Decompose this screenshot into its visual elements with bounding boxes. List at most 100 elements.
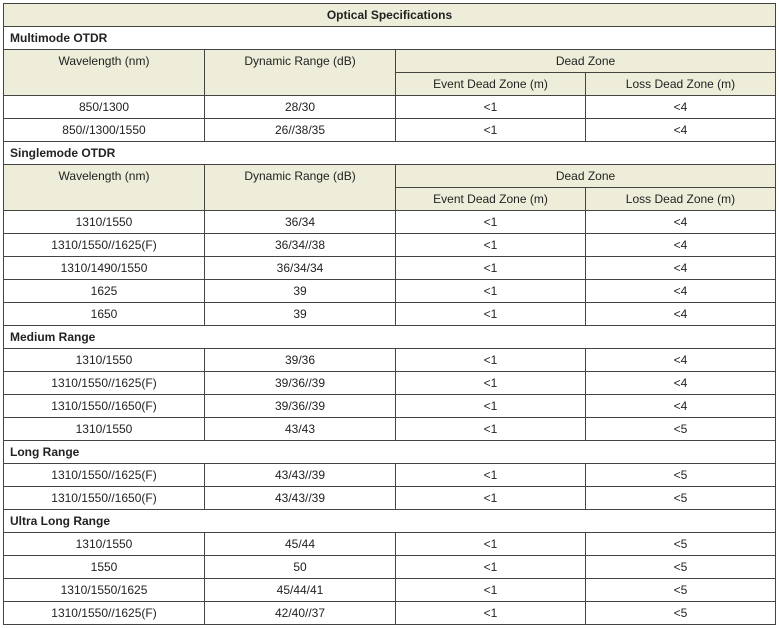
data-cell: <1 — [395, 417, 586, 441]
data-row: 1310/1550 39/36 <1 <4 — [3, 348, 776, 372]
data-cell: 850/1300 — [3, 95, 205, 119]
data-row: 1310/1550//1625(F) 39/36//39 <1 <4 — [3, 371, 776, 395]
data-cell: 1310/1490/1550 — [3, 256, 205, 280]
data-cell: <5 — [585, 463, 776, 487]
data-row: 1310/1550//1650(F) 43/43//39 <1 <5 — [3, 486, 776, 510]
data-cell: <1 — [395, 256, 586, 280]
data-cell: 1310/1550 — [3, 532, 205, 556]
header-cell: Loss Dead Zone (m) — [585, 187, 776, 211]
data-row: 1650 39 <1 <4 — [3, 302, 776, 326]
data-cell: 1310/1550//1625(F) — [3, 601, 205, 625]
data-cell: 45/44 — [204, 532, 396, 556]
data-cell: <4 — [585, 348, 776, 372]
header-cell: Dynamic Range (dB) — [204, 49, 396, 96]
data-cell: <5 — [585, 417, 776, 441]
data-cell: <1 — [395, 118, 586, 142]
data-row: 1310/1550 43/43 <1 <5 — [3, 417, 776, 441]
data-cell: <5 — [585, 486, 776, 510]
data-row: 1310/1550 45/44 <1 <5 — [3, 532, 776, 556]
data-cell: <1 — [395, 578, 586, 602]
data-cell: 39 — [204, 279, 396, 303]
data-cell: 43/43 — [204, 417, 396, 441]
data-row: 1310/1550//1625(F) 42/40//37 <1 <5 — [3, 601, 776, 625]
data-cell: 39/36//39 — [204, 394, 396, 418]
data-cell: <1 — [395, 486, 586, 510]
data-cell: 39 — [204, 302, 396, 326]
section-title: Singlemode OTDR — [3, 141, 776, 165]
data-row: 850//1300/1550 26//38/35 <1 <4 — [3, 118, 776, 142]
data-cell: <1 — [395, 302, 586, 326]
data-cell: <1 — [395, 532, 586, 556]
data-row: 1310/1550//1650(F) 39/36//39 <1 <4 — [3, 394, 776, 418]
data-row: 1310/1550//1625(F) 36/34//38 <1 <4 — [3, 233, 776, 257]
data-cell: 1625 — [3, 279, 205, 303]
section-row: Ultra Long Range — [3, 509, 776, 533]
data-cell: <4 — [585, 210, 776, 234]
data-cell: 1550 — [3, 555, 205, 579]
data-cell: <4 — [585, 302, 776, 326]
data-cell: 1310/1550//1650(F) — [3, 394, 205, 418]
data-cell: <1 — [395, 601, 586, 625]
header-cell: Dead Zone — [395, 49, 776, 73]
data-cell: 1310/1550 — [3, 210, 205, 234]
header-cell: Event Dead Zone (m) — [395, 72, 586, 96]
data-cell: 1310/1550//1625(F) — [3, 233, 205, 257]
data-cell: <1 — [395, 95, 586, 119]
header-cell: Event Dead Zone (m) — [395, 187, 586, 211]
section-row: Singlemode OTDR — [3, 141, 776, 165]
data-cell: 39/36 — [204, 348, 396, 372]
data-row: 1310/1550 36/34 <1 <4 — [3, 210, 776, 234]
table-body: Optical Specifications Multimode OTDR Wav… — [3, 3, 776, 625]
header-cell: Dead Zone — [395, 164, 776, 188]
section-title: Medium Range — [3, 325, 776, 349]
data-cell: 43/43//39 — [204, 486, 396, 510]
data-cell: <1 — [395, 210, 586, 234]
data-cell: 50 — [204, 555, 396, 579]
data-cell: <4 — [585, 233, 776, 257]
data-cell: <1 — [395, 555, 586, 579]
section-row: Medium Range — [3, 325, 776, 349]
data-cell: <4 — [585, 256, 776, 280]
section-title: Multimode OTDR — [3, 26, 776, 50]
header-cell: Wavelength (nm) — [3, 164, 205, 211]
data-cell: <1 — [395, 233, 586, 257]
data-cell: <5 — [585, 601, 776, 625]
data-cell: <1 — [395, 279, 586, 303]
data-cell: 45/44/41 — [204, 578, 396, 602]
data-row: 1550 50 <1 <5 — [3, 555, 776, 579]
data-cell: <1 — [395, 394, 586, 418]
data-row: 1310/1490/1550 36/34/34 <1 <4 — [3, 256, 776, 280]
data-cell: <4 — [585, 394, 776, 418]
data-cell: <4 — [585, 371, 776, 395]
section-row: Long Range — [3, 440, 776, 464]
header-row: Wavelength (nm) Dynamic Range (dB) Dead Zo… — [3, 49, 776, 96]
header-row: Wavelength (nm) Dynamic Range (dB) Dead Zo… — [3, 164, 776, 211]
data-cell: 1310/1550//1650(F) — [3, 486, 205, 510]
header-cell: Loss Dead Zone (m) — [585, 72, 776, 96]
header-cell: Wavelength (nm) — [3, 49, 205, 96]
data-cell: 1310/1550//1625(F) — [3, 371, 205, 395]
data-cell: <5 — [585, 532, 776, 556]
data-cell: <4 — [585, 118, 776, 142]
data-cell: 42/40//37 — [204, 601, 396, 625]
header-cell: Dynamic Range (dB) — [204, 164, 396, 211]
data-cell: <4 — [585, 95, 776, 119]
data-cell: <1 — [395, 371, 586, 395]
section-title: Ultra Long Range — [3, 509, 776, 533]
data-cell: 36/34//38 — [204, 233, 396, 257]
data-cell: 43/43//39 — [204, 463, 396, 487]
data-row: 1310/1550//1625(F) 43/43//39 <1 <5 — [3, 463, 776, 487]
data-cell: 1650 — [3, 302, 205, 326]
header-row: Event Dead Zone (m) Loss Dead Zone (m) — [4, 187, 776, 211]
data-row: 850/1300 28/30 <1 <4 — [3, 95, 776, 119]
data-cell: 39/36//39 — [204, 371, 396, 395]
data-cell: <1 — [395, 348, 586, 372]
data-cell: <5 — [585, 578, 776, 602]
spec-table: Optical Specifications Multimode OTDR Wav… — [3, 3, 776, 625]
section-row: Multimode OTDR — [3, 26, 776, 50]
data-cell: <1 — [395, 463, 586, 487]
table-title: Optical Specifications — [3, 3, 776, 27]
title-row: Optical Specifications — [3, 3, 776, 27]
data-cell: <5 — [585, 555, 776, 579]
